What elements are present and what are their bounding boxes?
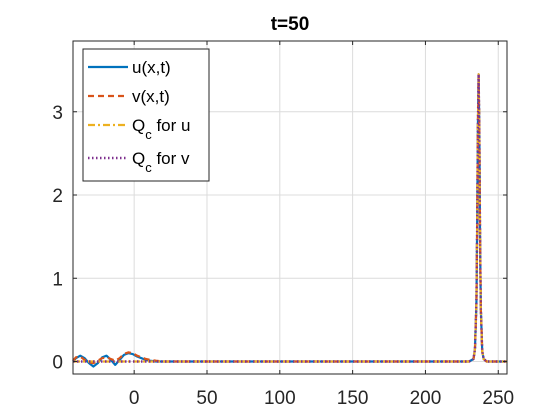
x-tick-label: 150	[337, 388, 369, 409]
x-tick-label: 0	[129, 388, 140, 409]
legend-label-2: v(x,t)	[132, 87, 170, 106]
x-tick-label: 200	[410, 388, 442, 409]
y-tick-label: 1	[52, 269, 63, 290]
axes-box	[72, 40, 508, 375]
legend-label-1: u(x,t)	[132, 58, 171, 77]
legend: u(x,t)v(x,t)Qc for uQc for v	[82, 48, 210, 182]
y-ticks: 0 1 2 3	[52, 103, 507, 374]
x-tick-label: 50	[196, 388, 217, 409]
x-tick-label: 100	[264, 388, 296, 409]
series-lines	[72, 73, 507, 368]
y-tick-label: 0	[52, 353, 63, 374]
chart-title: t=50	[271, 14, 310, 35]
y-tick-label: 2	[52, 186, 63, 207]
y-tick-label: 3	[52, 103, 63, 124]
series-line-4	[73, 73, 507, 363]
x-ticks: 0 50 100 150 200 250	[129, 41, 514, 409]
x-tick-label: 250	[482, 388, 514, 409]
